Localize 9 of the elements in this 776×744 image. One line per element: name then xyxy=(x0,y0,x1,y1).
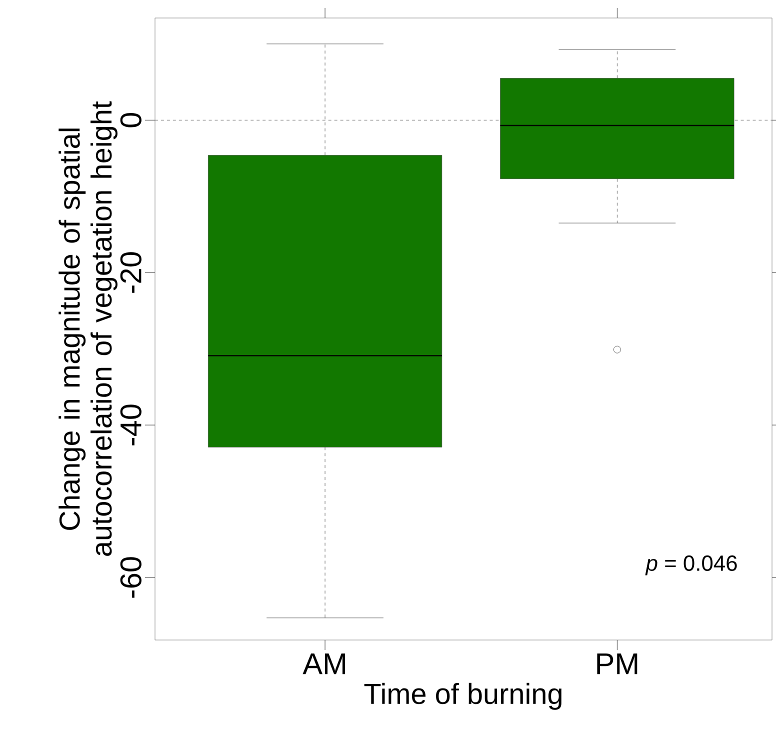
y-tick-label: -20 xyxy=(120,252,142,293)
annotation: p = 0.046 xyxy=(645,555,737,576)
y-tick-label: -40 xyxy=(120,404,142,446)
x-tick-label: AM xyxy=(302,654,345,674)
y-tick-label: -60 xyxy=(120,557,142,598)
y-axis-title: Change in magnitude of spatial autocorrelation of vegetation height xyxy=(58,101,118,556)
x-axis-title: Time of burning xyxy=(364,682,562,710)
y-tick-label: 0 xyxy=(120,112,142,128)
x-tick-label: PM xyxy=(597,654,638,674)
